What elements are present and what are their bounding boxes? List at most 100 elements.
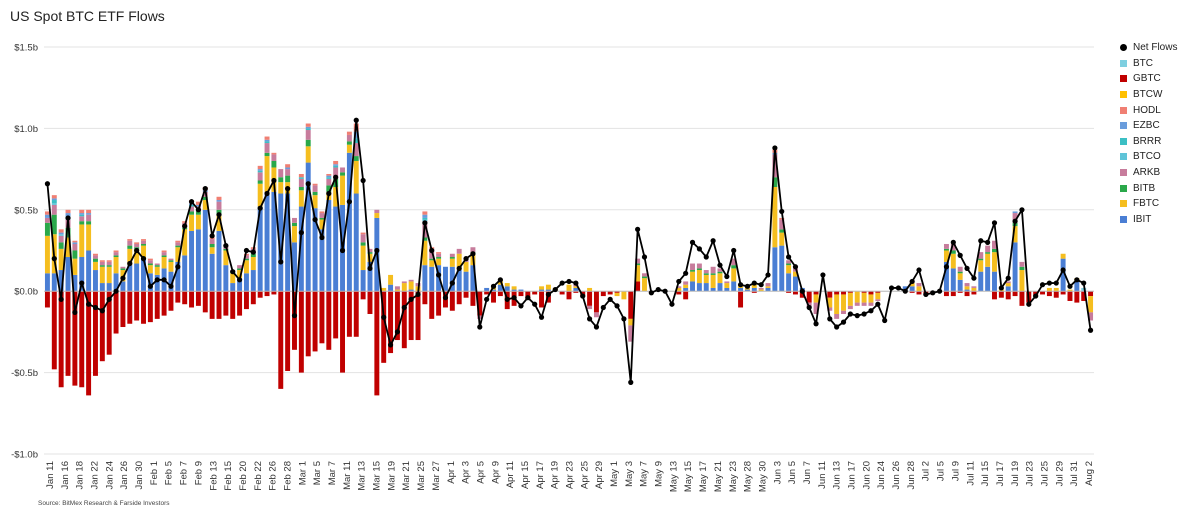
bar-ibit xyxy=(333,206,339,292)
bar-arkb xyxy=(127,240,133,246)
bar-fbtc xyxy=(628,318,634,326)
net-flows-point xyxy=(236,277,243,283)
bar-gbtc xyxy=(106,291,112,355)
x-tick-label: Mar 21 xyxy=(401,461,412,491)
bar-bitb xyxy=(113,255,119,258)
bar-gbtc xyxy=(834,291,840,295)
bar-arkb xyxy=(841,310,846,314)
net-flows-point xyxy=(518,303,524,309)
bar-ibit xyxy=(463,271,469,292)
bar-gbtc xyxy=(127,291,133,324)
net-flows-point xyxy=(484,296,490,302)
bar-arkb xyxy=(992,240,997,249)
bar-fbtc xyxy=(278,182,284,194)
bar-gbtc xyxy=(614,291,620,293)
net-flows-point xyxy=(387,342,394,348)
bar-gbtc xyxy=(195,291,201,306)
bar-arkb xyxy=(758,287,764,290)
net-flows-point xyxy=(854,313,860,319)
bar-fbtc xyxy=(422,240,428,266)
bar-fbtc xyxy=(340,175,345,205)
bar-arkb xyxy=(676,286,682,288)
x-tick-label: Mar 5 xyxy=(312,461,323,485)
bar-ibit xyxy=(147,273,153,292)
bar-bitb xyxy=(237,268,243,271)
bar-ibit xyxy=(683,287,689,292)
bar-gbtc xyxy=(861,291,867,293)
bar-bitb xyxy=(772,177,778,188)
x-tick-label: Jul 17 xyxy=(995,461,1006,486)
bar-gbtc xyxy=(374,291,380,396)
bar-arkb xyxy=(943,243,949,249)
net-flows-point xyxy=(593,324,600,330)
bar-fbtc xyxy=(292,226,297,243)
bar-gbtc xyxy=(182,291,188,305)
net-flows-point xyxy=(895,285,902,291)
y-tick-label: $1.5b xyxy=(14,43,38,54)
bar-ibit xyxy=(744,289,750,292)
bar-ezbc xyxy=(86,213,92,215)
bar-hodl xyxy=(79,209,85,214)
net-flows-point xyxy=(964,265,970,272)
net-flows-point xyxy=(786,254,792,260)
net-flows-point xyxy=(1033,293,1039,299)
bar-gbtc xyxy=(292,291,297,350)
bar-fbtc xyxy=(333,187,339,207)
bar-ibit xyxy=(443,266,448,292)
bar-arkb xyxy=(44,217,50,223)
bar-bitb xyxy=(223,248,229,251)
bar-arkb xyxy=(971,286,977,288)
net-flows-point xyxy=(99,308,105,314)
bar-gbtc xyxy=(298,291,304,373)
bar-ibit xyxy=(319,229,325,292)
bar-ibit xyxy=(141,258,146,292)
bar-hodl xyxy=(333,160,339,165)
bar-hodl xyxy=(161,250,167,253)
bar-ibit xyxy=(264,191,270,292)
bar-gbtc xyxy=(628,291,634,319)
net-flows-point xyxy=(532,301,538,307)
bar-brrr xyxy=(353,138,359,144)
net-flows-point xyxy=(1081,280,1087,286)
bar-gbtc xyxy=(484,291,490,295)
bar-arkb xyxy=(120,266,126,269)
y-tick-label: -$1.0b xyxy=(11,450,38,461)
bar-ibit xyxy=(985,266,991,292)
flows-chart: $1.5b$1.0b$0.5b$0.0b-$0.5b-$1.0b Jan 11 J… xyxy=(11,43,1095,493)
bar-arkb xyxy=(141,240,146,244)
x-tick-label: May 7 xyxy=(639,461,650,487)
bar-fbtc xyxy=(504,283,510,287)
net-flows-point xyxy=(230,269,236,275)
bar-fbtc xyxy=(381,287,387,292)
bar-arkb xyxy=(312,185,318,192)
bar-gbtc xyxy=(676,291,682,295)
bar-arkb xyxy=(394,286,400,290)
bar-fbtc xyxy=(99,266,105,284)
x-tick-label: Jan 18 xyxy=(75,461,86,490)
bar-hodl xyxy=(195,201,201,205)
net-flows-point xyxy=(621,316,627,322)
bar-gbtc xyxy=(250,291,256,305)
bar-fbtc xyxy=(147,265,153,274)
bar-fbtc xyxy=(676,287,682,292)
bar-arkb xyxy=(436,253,442,258)
net-flows-point xyxy=(717,262,723,268)
legend-label: BTCO xyxy=(1133,151,1161,163)
x-tick-label: Jun 3 xyxy=(772,461,783,484)
bar-gbtc xyxy=(415,291,421,341)
net-flows-point xyxy=(731,247,737,254)
net-flows-point xyxy=(44,181,51,187)
net-flows-point xyxy=(861,311,867,317)
bar-ibit xyxy=(154,274,160,292)
bar-gbtc xyxy=(793,291,798,295)
bar-gbtc xyxy=(587,291,593,306)
bar-fbtc xyxy=(298,190,304,207)
net-flows-point xyxy=(772,145,778,151)
bar-ibit xyxy=(127,265,133,292)
x-tick-label: Mar 1 xyxy=(297,461,308,485)
bar-fbtc xyxy=(854,291,860,303)
x-tick-label: Mar 13 xyxy=(357,461,368,491)
net-flows-point xyxy=(614,303,620,309)
bar-bitb xyxy=(786,263,792,266)
bar-fbtc xyxy=(243,260,249,274)
